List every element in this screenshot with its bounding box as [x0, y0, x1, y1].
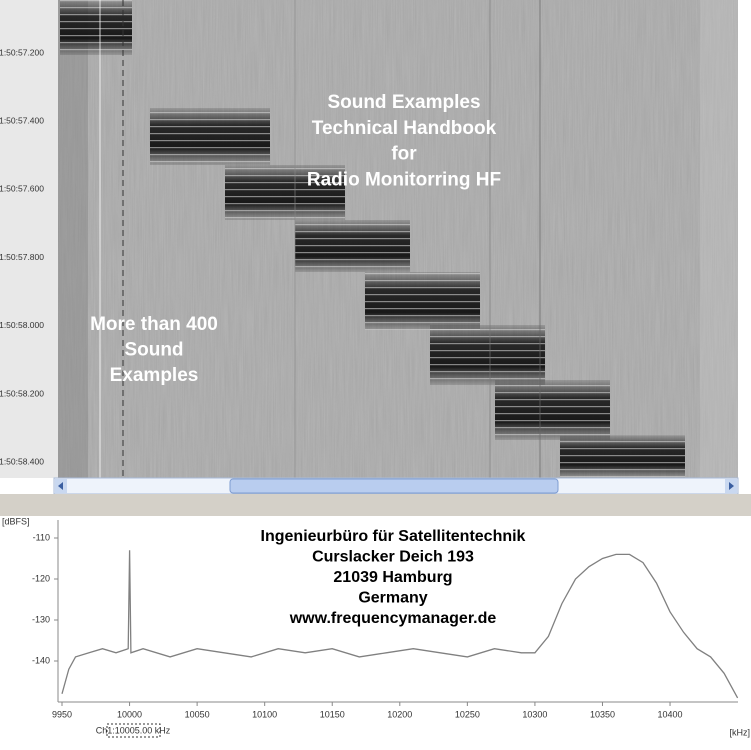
y-tick-label: -110	[33, 532, 50, 542]
x-unit: [kHz]	[729, 727, 750, 737]
x-tick-label: 9950	[52, 709, 72, 719]
x-tick-label: 10150	[320, 709, 345, 719]
x-tick-label: 10100	[252, 709, 277, 719]
info-text: Germany	[358, 590, 427, 607]
time-label: 21:50:58.400	[0, 456, 44, 466]
y-tick-label: -120	[32, 573, 50, 583]
x-tick-label: 10350	[590, 709, 615, 719]
overlay-text: More than 400	[90, 314, 218, 335]
marker-label: Ch1:10005.00 kHz	[96, 725, 171, 735]
x-tick-label: 10050	[185, 709, 210, 719]
time-axis-bg	[0, 0, 58, 478]
x-tick-label: 10000	[117, 709, 142, 719]
x-tick-label: 10250	[455, 709, 480, 719]
y-tick-label: -130	[32, 614, 50, 624]
scroll-thumb[interactable]	[229, 478, 559, 494]
time-label: 21:50:58.000	[0, 320, 44, 330]
waterfall-edge	[58, 0, 88, 478]
overlay-text: Technical Handbook	[312, 118, 497, 139]
time-label: 21:50:57.800	[0, 252, 44, 262]
info-text: Curslacker Deich 193	[312, 549, 474, 566]
overlay-text: Sound	[124, 340, 183, 361]
time-label: 21:50:57.400	[0, 115, 44, 125]
overlay-text: for	[391, 144, 417, 165]
time-label: 21:50:58.200	[0, 388, 44, 398]
info-text: Ingenieurbüro für Satellitentechnik	[261, 528, 526, 545]
overlay-text: Examples	[110, 365, 199, 386]
time-label: 21:50:57.200	[0, 47, 44, 57]
info-text: 21039 Hamburg	[333, 569, 452, 586]
time-label: 21:50:57.600	[0, 184, 44, 194]
x-tick-label: 10200	[387, 709, 412, 719]
splitter[interactable]	[0, 494, 751, 516]
x-tick-label: 10300	[522, 709, 547, 719]
x-tick-label: 10400	[658, 709, 683, 719]
waterfall-edge	[700, 0, 738, 478]
burst-stripes	[60, 0, 685, 478]
spectrum-trace	[61, 550, 739, 699]
y-tick-label: -140	[32, 655, 50, 665]
overlay-text: Sound Examples	[327, 92, 480, 113]
overlay-text: Radio Monitorring HF	[307, 169, 501, 190]
marker-box	[106, 723, 161, 738]
info-text: www.frequencymanager.de	[289, 610, 497, 627]
y-unit: [dBFS]	[2, 516, 30, 526]
